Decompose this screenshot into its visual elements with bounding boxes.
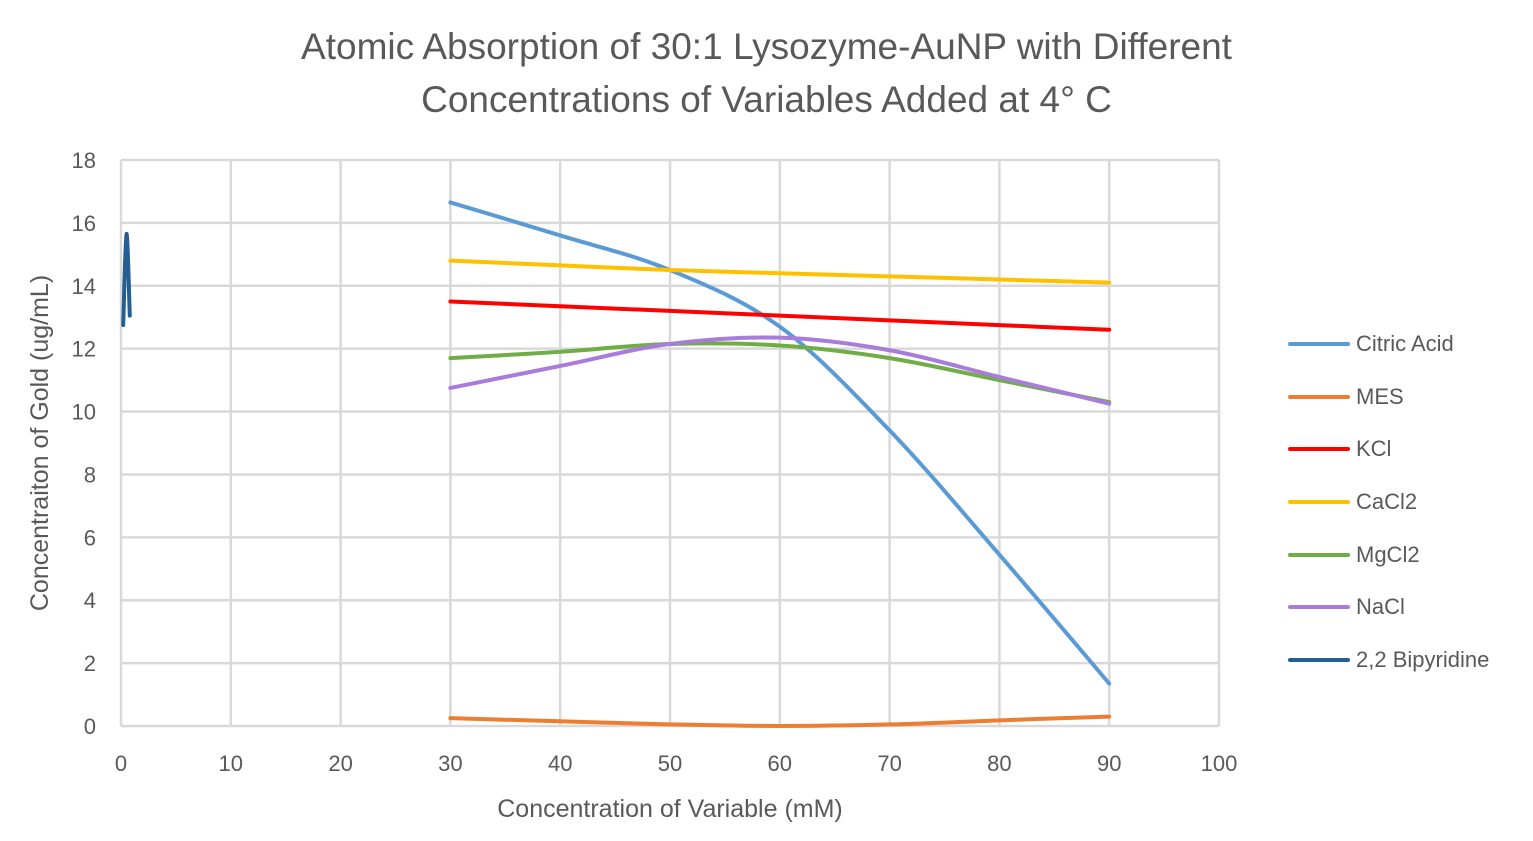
x-tick-label: 10: [219, 751, 243, 776]
x-axis-ticks: 0 10 20 30 40 50 60 70 80 90 100: [115, 751, 1237, 776]
legend-item-2-2-bipyridine: 2,2 Bipyridine: [1288, 634, 1489, 687]
x-tick-label: 30: [438, 751, 462, 776]
y-tick-label: 2: [84, 651, 96, 676]
legend-item-cacl2: CaCl2: [1288, 476, 1489, 529]
legend-label: NaCl: [1356, 594, 1405, 620]
y-tick-label: 10: [72, 400, 96, 425]
legend-label: KCl: [1356, 436, 1392, 462]
x-tick-label: 20: [328, 751, 352, 776]
y-axis-title: Concentraiton of Gold (ug/mL): [26, 275, 54, 611]
x-tick-label: 80: [987, 751, 1011, 776]
x-tick-label: 40: [548, 751, 572, 776]
chart-title-line-2: Concentrations of Variables Added at 4° …: [421, 79, 1112, 120]
legend-label: 2,2 Bipyridine: [1356, 646, 1490, 672]
y-tick-label: 6: [84, 525, 96, 550]
y-tick-label: 14: [72, 274, 96, 299]
chart-title-line-1: Atomic Absorption of 30:1 Lysozyme-AuNP …: [301, 26, 1232, 67]
legend-item-mes: MES: [1288, 371, 1489, 424]
legend-label: MgCl2: [1356, 541, 1420, 567]
x-tick-label: 100: [1201, 751, 1238, 776]
series-line-mes: [448, 714, 1112, 728]
legend-label: CaCl2: [1356, 489, 1418, 515]
series-line-kcl: [448, 299, 1112, 332]
legend-swatch: [1288, 342, 1350, 347]
legend-swatch: [1288, 500, 1350, 505]
y-tick-label: 12: [72, 337, 96, 362]
legend-item-citric-acid: Citric Acid: [1288, 318, 1489, 371]
legend-swatch: [1288, 657, 1350, 662]
series-line-2-2-bipyridine: [121, 231, 132, 328]
legend-swatch: [1288, 447, 1350, 452]
legend-swatch: [1288, 552, 1350, 557]
legend-item-nacl: NaCl: [1288, 581, 1489, 634]
series-line-nacl: [448, 335, 1112, 406]
x-tick-label: 60: [768, 751, 792, 776]
legend-item-kcl: KCl: [1288, 423, 1489, 476]
y-tick-label: 0: [84, 714, 96, 739]
legend-label: MES: [1356, 383, 1404, 409]
y-tick-label: 4: [84, 588, 96, 613]
y-tick-label: 16: [72, 211, 96, 236]
legend-label: Citric Acid: [1356, 331, 1454, 357]
x-axis-title: Concentration of Variable (mM): [497, 795, 843, 823]
legend: Citric Acid MES KCl CaCl2 MgCl2 NaCl 2,2 Bipyr…: [1288, 318, 1489, 686]
x-tick-label: 50: [658, 751, 682, 776]
chart-title: Atomic Absorption of 30:1 Lysozyme-AuNP …: [0, 20, 1533, 126]
series-lines: [121, 200, 1112, 728]
y-tick-label: 18: [72, 148, 96, 173]
series-line-cacl2: [448, 258, 1112, 285]
legend-swatch: [1288, 394, 1350, 399]
legend-swatch: [1288, 605, 1350, 610]
y-axis-ticks: 0 2 4 6 8 10 12 14 16 18: [72, 148, 96, 739]
x-tick-label: 70: [877, 751, 901, 776]
legend-item-mgcl2: MgCl2: [1288, 528, 1489, 581]
x-tick-label: 90: [1097, 751, 1121, 776]
gridlines: [119, 158, 1221, 728]
y-tick-label: 8: [84, 462, 96, 487]
series-line-mgcl2: [448, 341, 1112, 405]
x-tick-label: 0: [115, 751, 127, 776]
